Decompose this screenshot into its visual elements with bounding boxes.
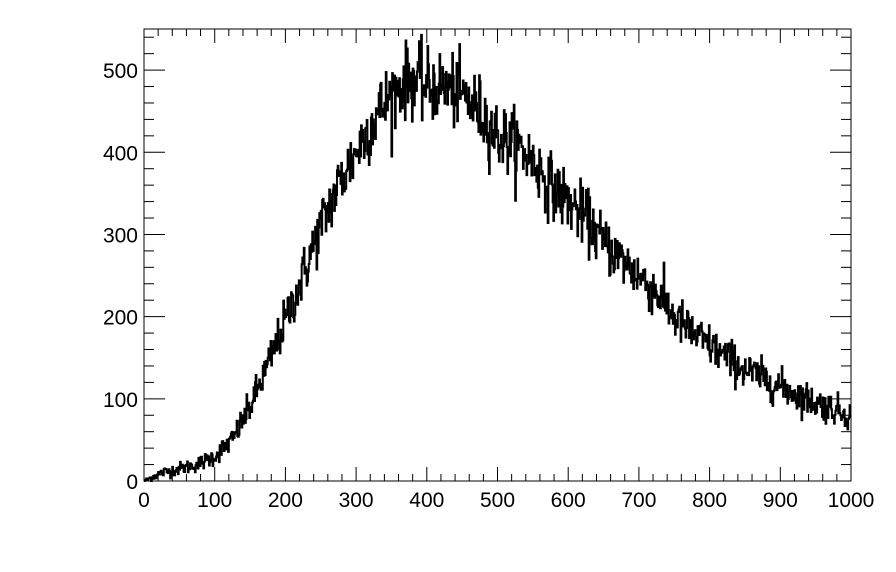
x-tick-label: 600 <box>551 489 586 512</box>
x-tick-label: 1000 <box>828 489 875 512</box>
series-line <box>143 33 852 482</box>
y-tick-label: 500 <box>103 60 138 83</box>
x-tick-label: 300 <box>339 489 374 512</box>
y-tick-label: 200 <box>103 307 138 330</box>
x-tick-label: 900 <box>763 489 798 512</box>
y-tick-label: 300 <box>103 224 138 247</box>
axis-ticks <box>143 29 852 482</box>
x-tick-label: 800 <box>692 489 727 512</box>
x-tick-label: 500 <box>480 489 515 512</box>
x-tick-label: 700 <box>621 489 656 512</box>
x-tick-label: 0 <box>138 489 150 512</box>
x-tick-label: 400 <box>409 489 444 512</box>
y-tick-label: 0 <box>126 471 138 494</box>
x-tick-label: 100 <box>197 489 232 512</box>
y-tick-label: 400 <box>103 142 138 165</box>
y-tick-label: 100 <box>103 389 138 412</box>
x-tick-label: 200 <box>268 489 303 512</box>
axis-tick-labels: 0 100 200 300 400 500 600 700 800 900 1000 0 100 200 3… <box>103 60 874 512</box>
